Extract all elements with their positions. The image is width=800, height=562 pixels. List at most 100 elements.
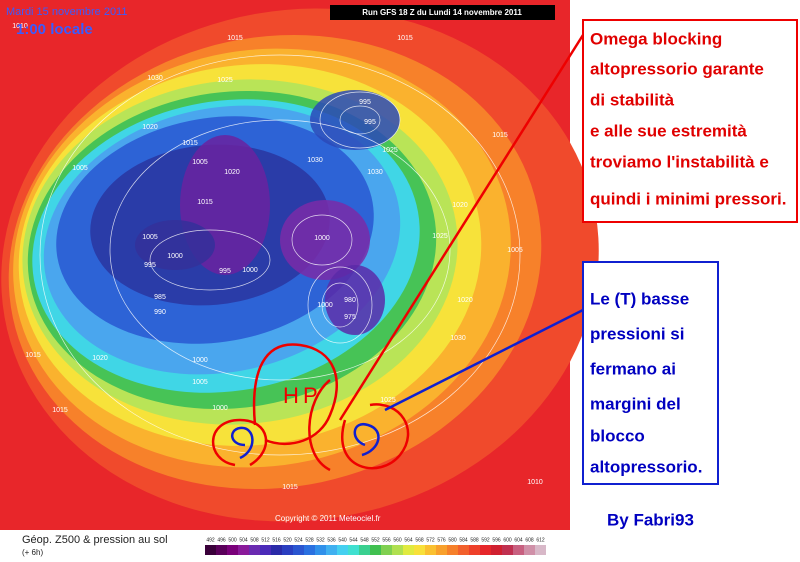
high-letter: H xyxy=(283,383,299,408)
scale-swatch xyxy=(502,545,513,555)
scale-label: 560 xyxy=(393,537,402,543)
isobar-label: 1015 xyxy=(227,35,243,42)
scale-label: 544 xyxy=(349,537,358,543)
isobar-label: 1000 xyxy=(212,405,228,412)
scale-label: 596 xyxy=(492,537,501,543)
scale-swatch xyxy=(436,545,447,555)
red-box-line: quindi i minimi pressori. xyxy=(590,189,786,208)
isobar xyxy=(307,266,373,344)
isobar-label: 1030 xyxy=(307,157,323,164)
isobar-label: 995 xyxy=(364,119,376,126)
blue-text-box xyxy=(582,261,719,485)
isobar-label: 990 xyxy=(154,309,166,316)
isobar-label: 1025 xyxy=(382,147,398,154)
date-label: Mardi 15 novembre 2011 xyxy=(6,6,127,18)
isobar xyxy=(291,214,353,266)
red-box-line: altopressorio garante xyxy=(590,59,764,78)
isobar-label: 1020 xyxy=(92,355,108,362)
scale-label: 520 xyxy=(283,537,292,543)
blue-box-line: altopressorio. xyxy=(590,457,702,476)
scale-label: 592 xyxy=(481,537,490,543)
red-box-line: e alle sue estremità xyxy=(590,121,747,140)
scale-label: 588 xyxy=(470,537,479,543)
isobar-label: 1015 xyxy=(182,140,198,147)
scale-swatch xyxy=(238,545,249,555)
scale-swatch xyxy=(249,545,260,555)
scale-swatch xyxy=(480,545,491,555)
scale-swatch xyxy=(216,545,227,555)
scale-label: 540 xyxy=(338,537,347,543)
isobar-label: 1030 xyxy=(147,75,163,82)
red-box-line: di stabilità xyxy=(590,90,675,109)
isobar-label: 985 xyxy=(154,294,166,301)
scale-swatch xyxy=(315,545,326,555)
scale-label: 528 xyxy=(305,537,314,543)
red-box-line: Omega blocking xyxy=(590,29,722,48)
scale-label: 500 xyxy=(228,537,237,543)
scale-label: 576 xyxy=(437,537,446,543)
hand-drawn-high xyxy=(252,343,338,445)
blue-spiral xyxy=(231,422,380,460)
low-pressure-core xyxy=(310,90,400,150)
scale-swatch xyxy=(282,545,293,555)
scale-swatch xyxy=(425,545,436,555)
scale-label: 580 xyxy=(448,537,457,543)
low-pressure-core xyxy=(280,200,370,280)
isobar-label: 1015 xyxy=(397,35,413,42)
run-bar xyxy=(330,5,555,20)
weather-map: 1010 1015 1015 1030 1025 1020 995 995 1015 1005 10… xyxy=(0,0,599,530)
isobar-label: 1000 xyxy=(192,357,208,364)
red-text-box xyxy=(582,19,798,223)
scale-label: 512 xyxy=(261,537,270,543)
p-letter: P xyxy=(303,383,318,408)
scale-swatch xyxy=(370,545,381,555)
scale-swatch xyxy=(469,545,480,555)
isobar xyxy=(39,54,521,456)
scale-label: 532 xyxy=(316,537,325,543)
scale-label: 492 xyxy=(206,537,215,543)
time-label: 1:00 locale xyxy=(16,21,93,38)
scale-swatch xyxy=(348,545,359,555)
blue-box-line: pressioni si xyxy=(590,324,684,343)
scale-swatch xyxy=(293,545,304,555)
scale-label: 572 xyxy=(426,537,435,543)
isobar-label: 1010 xyxy=(527,479,543,486)
scale-label: 584 xyxy=(459,537,468,543)
isobar xyxy=(319,91,401,149)
red-pointer xyxy=(338,34,585,421)
scale-label: 604 xyxy=(514,537,523,543)
scale-swatch xyxy=(524,545,535,555)
isobar-label: 975 xyxy=(344,314,356,321)
isobar-label: 1010 xyxy=(12,23,28,30)
run-label: Run GFS 18 Z du Lundi 14 novembre 2011 xyxy=(362,8,522,17)
isobar-label: 1005 xyxy=(142,234,158,241)
isobar-label: 995 xyxy=(219,268,231,275)
scale-swatch xyxy=(414,545,425,555)
scale-swatch xyxy=(535,545,546,555)
isobar-label: 1005 xyxy=(507,247,523,254)
scale-swatch xyxy=(359,545,370,555)
scale-swatch xyxy=(403,545,414,555)
scale-swatch xyxy=(326,545,337,555)
scale-swatch xyxy=(337,545,348,555)
isobar-label: 980 xyxy=(344,297,356,304)
scale-label: 508 xyxy=(250,537,259,543)
footer-step: (+ 6h) xyxy=(22,548,43,557)
scale-label: 556 xyxy=(382,537,391,543)
isobar-label: 1030 xyxy=(450,335,466,342)
blue-box-line: margini del xyxy=(590,394,681,413)
scale-swatch xyxy=(447,545,458,555)
scale-label: 564 xyxy=(404,537,413,543)
blue-box-line: blocco xyxy=(590,426,645,445)
isobar-label: 1025 xyxy=(380,397,396,404)
scale-swatch xyxy=(260,545,271,555)
isobar-label: 1030 xyxy=(367,169,383,176)
isobar-label: 1020 xyxy=(457,297,473,304)
hand-drawn-swirl xyxy=(341,403,410,470)
scale-label: 524 xyxy=(294,537,303,543)
scale-label: 608 xyxy=(525,537,534,543)
scale-swatch xyxy=(271,545,282,555)
scale-label: 600 xyxy=(503,537,512,543)
scale-label: 552 xyxy=(371,537,380,543)
